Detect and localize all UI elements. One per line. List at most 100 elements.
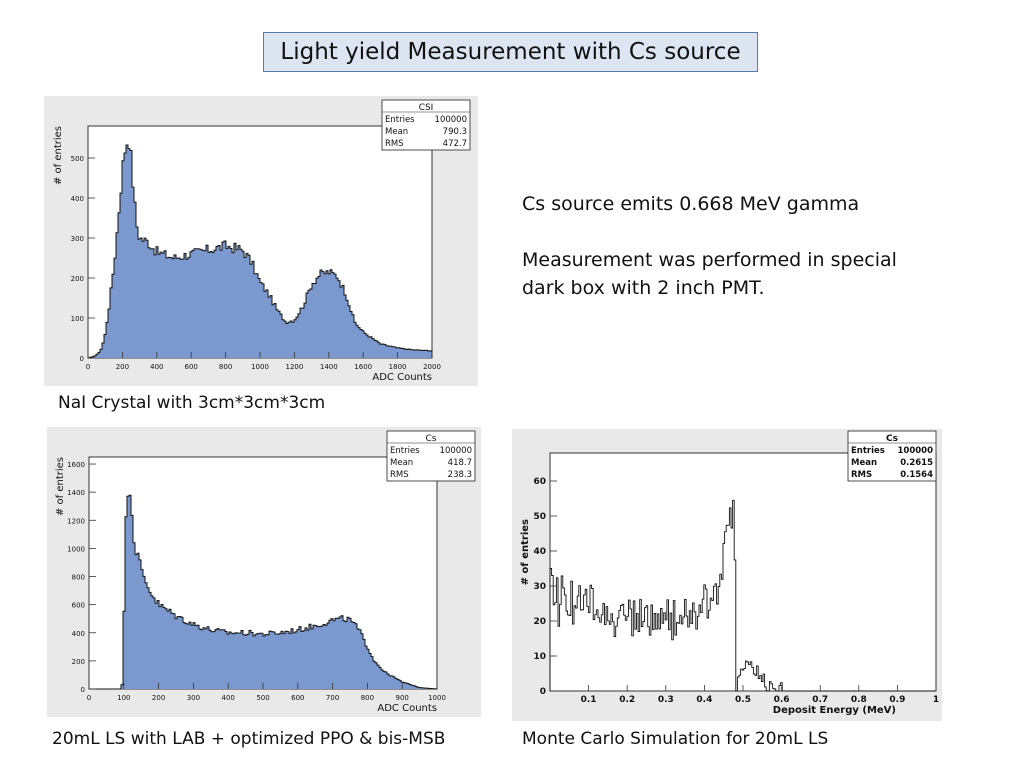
x-tick-label: 1000 (428, 694, 446, 702)
description: Cs source emits 0.668 MeV gamma Measurem… (522, 190, 942, 330)
stats-box-frame (847, 430, 937, 482)
chart-ls-histogram-line (89, 494, 438, 690)
x-tick-label: 500 (256, 694, 269, 702)
caption-ls: 20mL LS with LAB + optimized PPO & bis-M… (52, 729, 446, 749)
caption-mc: Monte Carlo Simulation for 20mL LS (522, 729, 829, 749)
description-line-1: Cs source emits 0.668 MeV gamma (522, 193, 860, 215)
stats-box-key: RMS (390, 470, 409, 480)
y-tick-label: 20 (533, 617, 546, 627)
x-tick-label: 1000 (251, 363, 269, 371)
x-tick-label: 0.5 (735, 695, 751, 705)
x-tick-label: 0.4 (696, 695, 712, 705)
y-tick-label: 500 (71, 155, 84, 163)
stats-box-name: Cs (886, 434, 898, 444)
stats-box-value: 0.1564 (900, 470, 933, 480)
chart-nai-histogram-line (87, 144, 433, 359)
x-tick-label: 400 (150, 363, 163, 371)
stats-box-value: 100000 (898, 446, 934, 456)
chart-ls: 0 100 200 300 400 500 600 700 800 900 1000 0 200 400… (47, 427, 481, 717)
x-tick-label: 0 (86, 363, 90, 371)
y-tick-label: 0 (81, 686, 85, 694)
x-tick-label: 1800 (389, 363, 407, 371)
chart-nai-stats-box: CSI Entries 100000 Mean 790.3 RMS 472.7 (381, 99, 471, 151)
x-tick-label: 600 (291, 694, 304, 702)
stats-box-value: 238.3 (448, 470, 472, 480)
x-tick-label: 700 (326, 694, 339, 702)
x-tick-label: 2000 (423, 363, 441, 371)
stats-box-frame (386, 430, 476, 482)
x-tick-label: 1 (933, 695, 939, 705)
y-tick-label: 400 (72, 630, 85, 638)
y-tick-label: 1200 (67, 517, 85, 525)
y-tick-label: 0 (540, 687, 546, 697)
chart-nai-x-ticks: 0 200 400 600 800 1000 1200 1400 1600 1800 2000 (86, 352, 441, 371)
stats-box-value: 100000 (435, 115, 467, 125)
chart-nai-x-label: ADC Counts (372, 372, 432, 383)
stats-box-key: Entries (390, 446, 420, 456)
stats-box-key: Mean (390, 458, 413, 468)
stats-box-name: Cs (426, 434, 437, 444)
x-tick-label: 800 (361, 694, 374, 702)
x-tick-label: 0.7 (812, 695, 828, 705)
stats-box-key: Entries (851, 446, 885, 456)
chart-mc-svg: 0.1 0.2 0.3 0.4 0.5 0.6 0.7 0.8 0.9 1 0 10 20 30 40 50… (512, 429, 942, 721)
stats-box-key: Mean (851, 458, 877, 468)
chart-nai: 0 200 400 600 800 1000 1200 1400 1600 1800 2000 0 1… (44, 96, 478, 386)
stats-box-value: 418.7 (448, 458, 472, 468)
chart-ls-svg: 0 100 200 300 400 500 600 700 800 900 1000 0 200 400… (47, 427, 481, 717)
chart-mc-y-label: # of entries (520, 519, 531, 585)
stats-box-key: RMS (385, 139, 404, 149)
x-tick-label: 0.1 (581, 695, 597, 705)
x-tick-label: 1200 (285, 363, 303, 371)
chart-nai-y-label: # of entries (53, 126, 64, 185)
chart-mc-frame (549, 452, 937, 692)
y-tick-label: 10 (533, 652, 546, 662)
y-tick-label: 200 (71, 275, 84, 283)
y-tick-label: 40 (533, 547, 546, 557)
stats-box-value: 100000 (440, 446, 472, 456)
chart-ls-x-label: ADC Counts (377, 703, 437, 714)
y-tick-label: 600 (72, 602, 85, 610)
x-tick-label: 0.8 (851, 695, 867, 705)
x-tick-label: 200 (116, 363, 129, 371)
chart-mc: 0.1 0.2 0.3 0.4 0.5 0.6 0.7 0.8 0.9 1 0 10 20 30 40 50… (512, 429, 942, 721)
stats-box-key: Mean (385, 127, 408, 137)
stats-box-value: 0.2615 (900, 458, 933, 468)
x-tick-label: 0.9 (889, 695, 905, 705)
chart-nai-y-ticks: 0 100 200 300 400 500 (71, 155, 95, 363)
y-tick-label: 30 (533, 582, 546, 592)
x-tick-label: 400 (222, 694, 235, 702)
x-tick-label: 800 (219, 363, 232, 371)
chart-ls-y-ticks: 0 200 400 600 800 1000 1200 1400 1600 (67, 461, 96, 694)
chart-ls-stats-box: Cs Entries 100000 Mean 418.7 RMS 238.3 (386, 430, 476, 482)
stats-box-frame (381, 99, 471, 151)
chart-nai-svg: 0 200 400 600 800 1000 1200 1400 1600 1800 2000 0 1… (44, 96, 478, 386)
x-tick-label: 1600 (354, 363, 372, 371)
y-tick-label: 50 (533, 512, 546, 522)
chart-nai-histogram-fill (88, 145, 432, 358)
description-line-2: Measurement was performed in special dar… (522, 249, 897, 299)
y-tick-label: 100 (71, 315, 84, 323)
x-tick-label: 0 (87, 694, 91, 702)
chart-ls-x-ticks: 0 100 200 300 400 500 600 700 800 900 1000 (87, 683, 446, 702)
slide-title: Light yield Measurement with Cs source (263, 32, 758, 72)
x-tick-label: 600 (185, 363, 198, 371)
x-tick-label: 0.6 (774, 695, 790, 705)
stats-box-key: Entries (385, 115, 415, 125)
y-tick-label: 1000 (67, 545, 85, 553)
caption-nai: NaI Crystal with 3cm*3cm*3cm (58, 393, 326, 413)
y-tick-label: 300 (71, 235, 84, 243)
y-tick-label: 0 (80, 355, 84, 363)
chart-mc-x-ticks: 0.1 0.2 0.3 0.4 0.5 0.6 0.7 0.8 0.9 1 (581, 685, 939, 705)
y-tick-label: 200 (72, 658, 85, 666)
stats-box-name: CSI (419, 103, 434, 113)
y-tick-label: 800 (72, 574, 85, 582)
y-tick-label: 1400 (67, 489, 85, 497)
chart-ls-histogram-fill (89, 495, 437, 689)
y-tick-label: 1600 (67, 461, 85, 469)
x-tick-label: 1400 (320, 363, 338, 371)
x-tick-label: 0.2 (619, 695, 635, 705)
stats-box-value: 472.7 (443, 139, 467, 149)
x-tick-label: 0.3 (658, 695, 674, 705)
